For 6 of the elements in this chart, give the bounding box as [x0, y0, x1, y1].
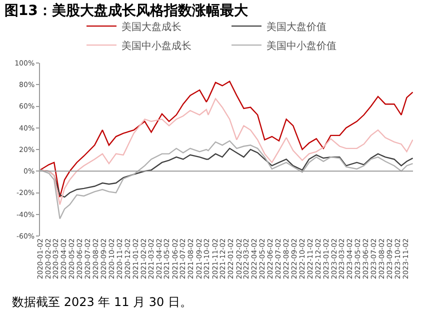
- legend-label: 美国大盘成长: [122, 20, 182, 33]
- legend-label: 美国中小盘成长: [122, 40, 192, 52]
- chart-title: 图13：美股大盘成长风格指数涨幅最大: [4, 2, 249, 19]
- legend-label: 美国中小盘价值: [266, 40, 336, 52]
- text: 数据截至 2023 年 11 月 30 日。: [12, 295, 192, 309]
- legend-label: 美国大盘价值: [266, 20, 326, 33]
